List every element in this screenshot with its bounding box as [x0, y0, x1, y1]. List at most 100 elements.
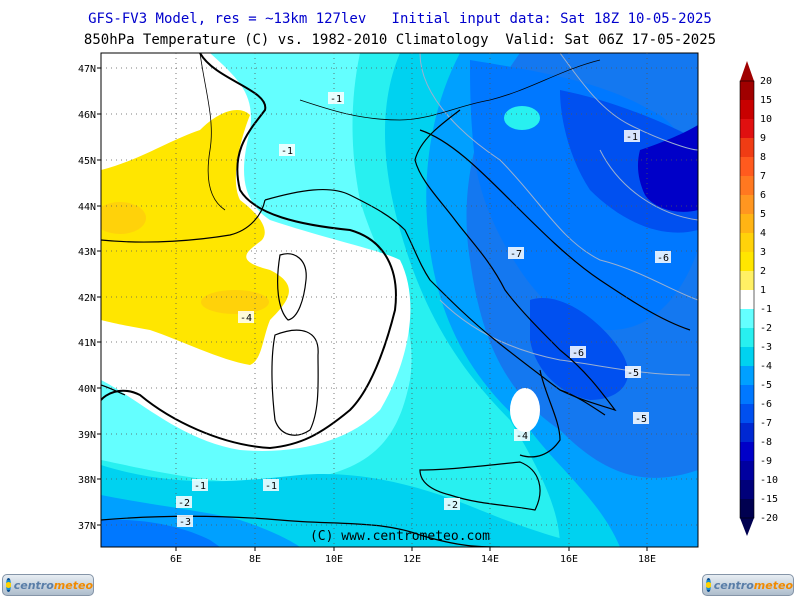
colorbar-swatch	[740, 461, 754, 480]
colorbar-label: 1	[760, 285, 766, 296]
colorbar-swatch	[740, 328, 754, 347]
latitude-labels: 47N 46N 45N 44N 43N 42N 41N 40N 39N 38N 37N	[78, 64, 101, 532]
map-frame	[100, 52, 699, 548]
colorbar-swatch	[740, 385, 754, 404]
title-model-info: GFS-FV3 Model, res = ~13km 127lev Initia…	[88, 11, 712, 27]
contour-value-labels: -1 -1 -1 -7 -6 -6 -5 -5 -4 -1 -1 -2 -2 -3 -4	[176, 92, 671, 528]
colorbar-label: 15	[760, 95, 772, 106]
lon-label: 14E	[481, 554, 499, 565]
svg-text:-1: -1	[281, 146, 293, 157]
contour-label: -4	[514, 429, 530, 442]
contour-label: -1	[192, 479, 208, 492]
colorbar-label: 9	[760, 133, 766, 144]
anomaly-fill-layer	[101, 53, 698, 547]
svg-text:-4: -4	[240, 313, 252, 324]
colorbar-swatch	[740, 214, 754, 233]
lat-label: 47N	[78, 64, 96, 75]
colorbar-label: 3	[760, 247, 766, 258]
lon-label: 6E	[170, 554, 182, 565]
lat-label: 40N	[78, 384, 96, 395]
svg-text:-3: -3	[179, 517, 191, 528]
colorbar-swatch	[740, 271, 754, 290]
colorbar-label: 7	[760, 171, 766, 182]
colorbar-label: 8	[760, 152, 766, 163]
colorbar-swatch	[740, 100, 754, 119]
colorbar-swatch	[740, 195, 754, 214]
contour-label: -7	[508, 247, 524, 260]
colorbar-swatch	[740, 252, 754, 271]
colorbar-label: 4	[760, 228, 766, 239]
colorbar-label: -15	[760, 494, 778, 505]
lon-label: 16E	[560, 554, 578, 565]
contour-label: -4	[238, 311, 254, 324]
colorbar-swatch	[740, 119, 754, 138]
colorbar-swatch	[740, 404, 754, 423]
lon-label: 18E	[638, 554, 656, 565]
colorbar-label: -8	[760, 437, 772, 448]
colorbar-swatch	[740, 233, 754, 252]
logo-right: centro meteo	[702, 574, 794, 596]
svg-text:-1: -1	[194, 481, 206, 492]
lat-label: 46N	[78, 110, 96, 121]
lat-label: 43N	[78, 247, 96, 258]
contour-label: -6	[655, 251, 671, 264]
brand-part-a: centro	[713, 578, 754, 592]
colorbar-label: -20	[760, 513, 778, 524]
lat-label: 44N	[78, 202, 96, 213]
svg-text:-4: -4	[516, 431, 528, 442]
colorbar-label: -7	[760, 418, 772, 429]
contour-label: -1	[328, 92, 344, 105]
watermark: (C) www.centrometeo.com	[310, 529, 490, 544]
colorbar-label: 10	[760, 114, 772, 125]
colorbar-label: -2	[760, 323, 772, 334]
colorbar-label: -6	[760, 399, 772, 410]
lat-label: 41N	[78, 338, 96, 349]
svg-text:-2: -2	[446, 500, 458, 511]
svg-text:-1: -1	[265, 481, 277, 492]
contour-label: -6	[570, 346, 586, 359]
colorbar-swatch	[740, 499, 754, 518]
centrometeo-logo-icon	[6, 578, 11, 592]
longitude-labels: 6E 8E 10E 12E 14E 16E 18E	[170, 547, 656, 565]
colorbar-swatch	[740, 176, 754, 195]
contour-label: -1	[624, 130, 640, 143]
colorbar-swatch	[740, 423, 754, 442]
colorbar-label: -3	[760, 342, 772, 353]
colorbar-swatch	[740, 81, 754, 100]
colorbar-label: -1	[760, 304, 772, 315]
colorbar-swatch	[740, 347, 754, 366]
brand-part-a: centro	[13, 578, 54, 592]
colorbar-swatch	[740, 442, 754, 461]
colorbar-label: 20	[760, 76, 772, 87]
lon-label: 12E	[403, 554, 421, 565]
svg-text:-5: -5	[635, 414, 647, 425]
lat-label: 45N	[78, 156, 96, 167]
lat-label: 38N	[78, 475, 96, 486]
contour-label: -5	[625, 366, 641, 379]
colorbar-swatch	[740, 480, 754, 499]
centrometeo-logo-icon	[706, 578, 711, 592]
lat-label: 39N	[78, 430, 96, 441]
colorbar-label: -10	[760, 475, 778, 486]
svg-text:-1: -1	[330, 94, 342, 105]
colorbar: 20 15 10 9 8 7 6 5 4 3 2 1 -1 -2 -3 -4 -5 -6 -7 -8 -9 -10 -15 -…	[739, 61, 778, 536]
brand-part-b: meteo	[53, 578, 93, 592]
lat-label: 42N	[78, 293, 96, 304]
colorbar-swatch	[740, 309, 754, 328]
contour-label: -1	[279, 144, 295, 157]
colorbar-label: 2	[760, 266, 766, 277]
contour-label: -2	[444, 498, 460, 511]
svg-text:-5: -5	[627, 368, 639, 379]
colorbar-swatch	[740, 366, 754, 385]
colorbar-label: -4	[760, 361, 772, 372]
svg-text:-6: -6	[657, 253, 669, 264]
contour-label: -5	[633, 412, 649, 425]
colorbar-swatch	[740, 290, 754, 309]
colorbar-swatch	[740, 157, 754, 176]
colorbar-label: -9	[760, 456, 772, 467]
lon-label: 8E	[249, 554, 261, 565]
title-field-info: 850hPa Temperature (C) vs. 1982-2010 Cli…	[83, 32, 717, 48]
lat-label: 37N	[78, 521, 96, 532]
svg-text:-1: -1	[626, 132, 638, 143]
